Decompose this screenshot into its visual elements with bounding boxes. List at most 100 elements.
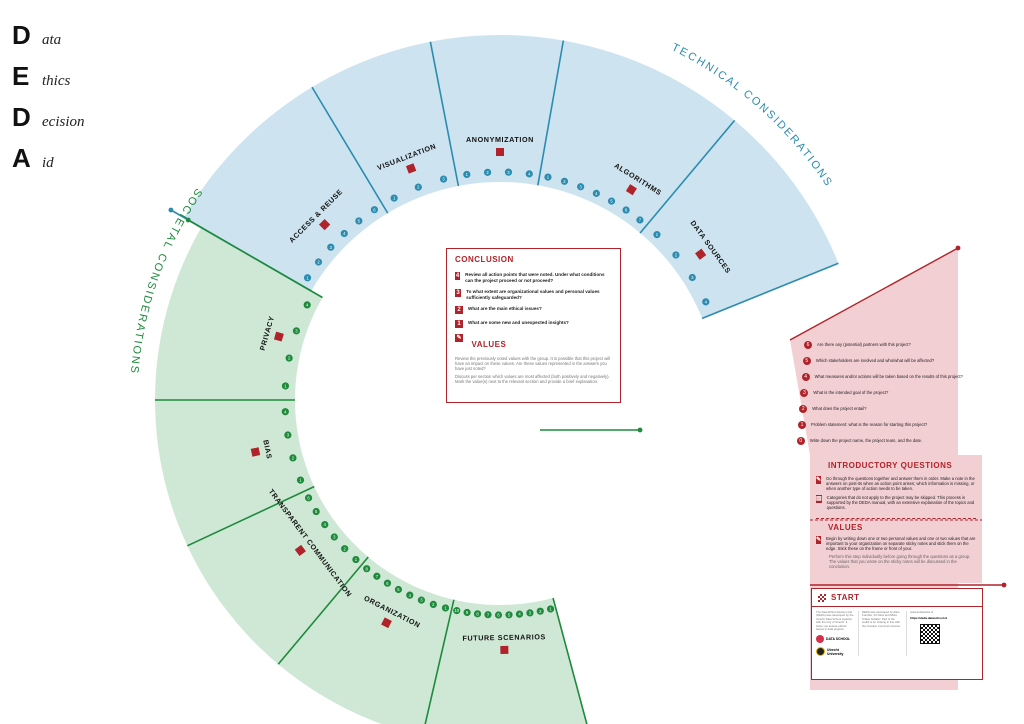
intro-question-num: 2 [799,405,808,413]
privacy-number-dot [285,354,293,362]
svg-text:4: 4 [518,612,521,617]
utrecht-logo-icon [816,647,825,657]
org-data-school: DATA SCHOOL [826,637,851,642]
start-panel: START The Data Ethics Decision Aid (DEDA… [811,588,983,680]
svg-text:3: 3 [507,170,510,175]
bias-number-dot [289,454,297,462]
intro-question-text: Write down the project name, the project… [809,438,923,444]
intro-question: 1 Problem statement: what is the reason f… [798,417,974,433]
start-title: START [831,593,860,602]
svg-text:6: 6 [386,581,389,586]
intro-question-num: 3 [800,389,809,397]
section-anonymization: ANONYMIZATION [466,135,533,156]
intro-question-num: 4 [801,373,810,381]
svg-text:6: 6 [497,613,500,618]
intro-question-text: Which stakeholders are involved and who/… [815,358,935,364]
conclusion-item: 3 To what extent are organizational value… [455,289,612,300]
svg-text:7: 7 [639,218,642,223]
organization-number-dot [383,579,392,587]
svg-text:2: 2 [675,253,678,258]
svg-text:4: 4 [324,522,327,527]
intro-question-text: What is the intended goal of the project… [813,390,889,396]
section-icon-organization [381,617,392,629]
svg-text:1: 1 [444,606,447,611]
svg-text:4: 4 [284,409,287,414]
intro-question-list: 6 Are there any (potential) partners with… [796,337,974,449]
datasources-number-dot [688,273,696,282]
svg-text:8: 8 [366,566,369,571]
intro-question-num: 0 [796,437,805,445]
conclusion-num: 3 [455,289,462,297]
svg-text:2: 2 [417,185,420,190]
intro-panel: INTRODUCTORY QUESTIONS ✎ Go through the … [810,457,982,581]
svg-text:1: 1 [549,607,552,612]
technical-divider-0-end [168,207,174,213]
start-col2: DEDA was developed by Aline Franzke, Iri… [862,610,901,628]
intro-question: 4 What measures and/or actions will be ta… [801,369,974,385]
technical-divider-2 [429,41,460,187]
algorithms-number-dot [622,206,630,214]
conclusion-items: 4 Review all action points that were note… [455,272,612,328]
line-end-dot-2 [1001,582,1007,588]
svg-text:4: 4 [528,171,531,176]
svg-text:2: 2 [539,609,542,614]
section-icon-bias [250,447,261,457]
svg-text:3: 3 [330,245,333,250]
intro-question: 3 What is the intended goal of the projec… [800,385,974,401]
svg-text:5: 5 [397,587,400,592]
privacy-number-dot [303,301,311,309]
section-icon-visualization [405,163,417,174]
organization-number-dot [406,591,414,599]
access-number-dot [340,229,348,238]
datasources-number-dot [672,251,680,259]
svg-text:2: 2 [317,260,320,265]
organization-number-dot [429,600,437,609]
organization-number-dot [373,572,381,580]
datasources-number-dot [702,298,710,306]
conclusion-item: 2 What are the main ethical issues? [455,306,612,314]
future-number-dot [536,607,544,615]
societal-divider-5 [187,219,323,299]
conclusion-num: 4 [455,272,461,280]
conclusion-title: CONCLUSION [455,255,514,264]
intro-question-num: 5 [802,357,811,365]
algorithms-number-dot [607,197,616,205]
societal-divider-0 [552,597,588,724]
intro-question-text: Problem statement: what is the reason fo… [811,422,928,428]
svg-text:7: 7 [487,612,490,617]
privacy-number-dot [281,382,290,390]
conclusion-text: What are some new and unexpected insight… [468,320,569,325]
svg-text:6: 6 [373,207,376,212]
svg-text:1: 1 [355,557,358,562]
checkered-flag-icon [818,593,826,602]
book-icon: ▤ [816,495,822,503]
transparent-number-dot [352,555,360,564]
organization-number-dot [394,585,403,594]
svg-text:3: 3 [691,275,694,280]
access-number-dot [303,274,312,282]
svg-text:4: 4 [705,299,708,304]
technical-divider-1 [311,86,389,214]
bias-number-dot [296,476,305,484]
conclusion-values-title: VALUES [471,340,507,349]
svg-text:1: 1 [466,172,469,177]
org-utrecht: Utrecht University [827,647,844,656]
intro-question: 0 Write down the project name, the projec… [796,433,974,449]
conclusion-item: 1 What are some new and unexpected insigh… [455,320,612,328]
section-future: FUTURE SCENARIOS [462,632,546,655]
conclusion-text: Review all action points that were noted… [465,272,605,283]
svg-text:2: 2 [432,602,435,607]
line-end-dot-1 [955,245,961,251]
intro-question-num: 6 [804,341,812,349]
access-number-dot [314,258,323,266]
technical-divider-5 [701,262,839,320]
bias-number-dot [281,408,289,416]
svg-text:1: 1 [284,384,287,389]
section-label-bias: BIAS [261,439,274,460]
technical-band [183,34,839,319]
svg-text:1: 1 [547,175,550,180]
visualization-number-dot [414,183,422,191]
